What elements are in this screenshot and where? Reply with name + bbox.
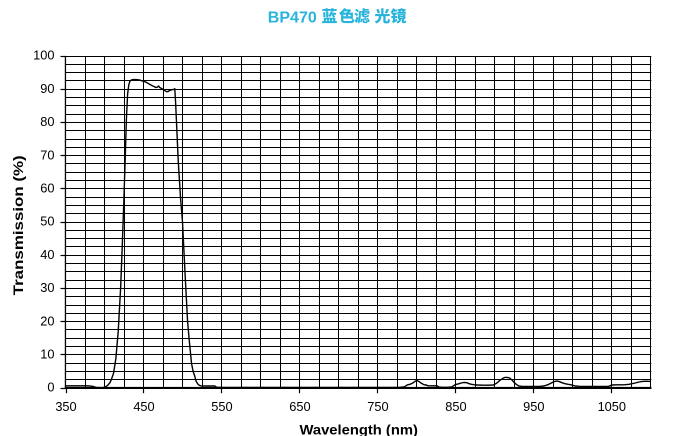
svg-text:40: 40 xyxy=(40,247,54,262)
svg-text:950: 950 xyxy=(523,399,544,414)
svg-text:20: 20 xyxy=(40,313,54,328)
svg-text:550: 550 xyxy=(211,399,232,414)
svg-text:100: 100 xyxy=(33,48,54,63)
svg-text:BP470: BP470 xyxy=(268,9,317,26)
svg-text:1050: 1050 xyxy=(598,399,626,414)
svg-text:60: 60 xyxy=(40,181,54,196)
svg-text:450: 450 xyxy=(133,399,154,414)
svg-text:80: 80 xyxy=(40,114,54,129)
svg-text:70: 70 xyxy=(40,147,54,162)
svg-text:50: 50 xyxy=(40,214,54,229)
svg-text:Wavelength (nm): Wavelength (nm) xyxy=(300,422,419,436)
svg-text:Transmission (%): Transmission (%) xyxy=(11,155,27,295)
svg-text:650: 650 xyxy=(289,399,310,414)
svg-text:350: 350 xyxy=(55,399,76,414)
svg-text:90: 90 xyxy=(40,81,54,96)
svg-text:0: 0 xyxy=(47,380,54,395)
svg-text:10: 10 xyxy=(40,347,54,362)
svg-text:30: 30 xyxy=(40,280,54,295)
svg-text:750: 750 xyxy=(367,399,388,414)
svg-text:850: 850 xyxy=(445,399,466,414)
